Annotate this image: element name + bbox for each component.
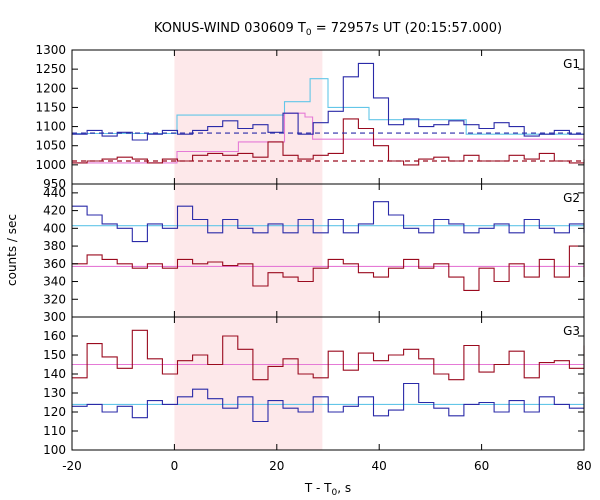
panel-g2-y-tick-label: 400 — [43, 221, 66, 235]
panel-g2-y-tick-label: 320 — [43, 292, 66, 306]
data-series-layer — [72, 62, 585, 423]
panel-g2-frame — [71, 183, 585, 318]
panel-g2-label: G2 — [563, 191, 580, 205]
xlabel-subscript: 0 — [332, 488, 338, 498]
x-tick-label: -20 — [62, 459, 82, 473]
panel-g1-y-tick-label: 1000 — [35, 158, 66, 172]
panel-g2-y-tick-label: 440 — [43, 186, 66, 200]
panel-g1-model-step-1 — [72, 112, 584, 164]
panel-g2-series-1 — [72, 245, 585, 291]
panel-g3-series-1 — [72, 382, 585, 423]
panel-g2-y-tick-label: 420 — [43, 204, 66, 218]
xlabel-suffix: , s — [337, 481, 351, 495]
x-tick-label: 60 — [474, 459, 489, 473]
panel-g2-series-0 — [72, 201, 585, 243]
panel-g1-y-tick-label: 1300 — [35, 43, 66, 57]
title-suffix: = 72957s UT (20:15:57.000) — [312, 21, 502, 36]
panel-g1-series-1 — [72, 118, 585, 166]
panel-g2-y-tick-label: 340 — [43, 275, 66, 289]
title-subscript: 0 — [306, 28, 312, 38]
panel-g3-y-tick-label: 100 — [43, 443, 66, 457]
panel-g1-y-tick-label: 1050 — [35, 139, 66, 153]
panel-g1-y-tick-label: 1250 — [35, 62, 66, 76]
panel-g3-y-tick-label: 160 — [43, 329, 66, 343]
panel-g1-y-tick-label: 1150 — [35, 100, 66, 114]
panel-g1-y-tick-label: 1200 — [35, 81, 66, 95]
y-axis-label: counts / sec — [5, 214, 19, 286]
x-axis-label: T - T0, s — [304, 481, 351, 498]
panel-g3-y-tick-label: 150 — [43, 348, 66, 362]
x-tick-label: 80 — [576, 459, 591, 473]
panel-g3-y-tick-label: 140 — [43, 367, 66, 381]
panel-g1-series-0 — [72, 62, 585, 141]
panel-g2-y-tick-label: 380 — [43, 239, 66, 253]
panel-g2-y-tick-label: 360 — [43, 257, 66, 271]
x-tick-label: 40 — [372, 459, 387, 473]
panel-g2-y-tick-label: 300 — [43, 310, 66, 324]
shaded-interval — [174, 50, 323, 450]
title-prefix: KONUS-WIND 030609 T — [154, 21, 306, 36]
panel-g3-y-tick-label: 130 — [43, 386, 66, 400]
shaded-interval-layer — [174, 50, 323, 450]
panel-g3-y-tick-label: 120 — [43, 405, 66, 419]
panel-g1-model-step-0 — [72, 78, 584, 135]
panel-g3-label: G3 — [563, 324, 580, 338]
panel-g3-y-tick-label: 110 — [43, 424, 66, 438]
panel-g3-series-0 — [72, 329, 585, 381]
xlabel-prefix: T - T — [304, 481, 332, 495]
frame-layer — [71, 49, 585, 451]
chart-title: KONUS-WIND 030609 T0 = 72957s UT (20:15:… — [154, 21, 502, 38]
panel-g1-y-tick-label: 1100 — [35, 120, 66, 134]
text-layer: KONUS-WIND 030609 T0 = 72957s UT (20:15:… — [5, 21, 592, 498]
x-tick-label: 20 — [269, 459, 284, 473]
panel-g1-label: G1 — [563, 57, 580, 71]
panel-g3-frame — [71, 316, 585, 451]
panel-g1-y-tick-label: 950 — [43, 177, 66, 191]
x-tick-label: 0 — [171, 459, 179, 473]
